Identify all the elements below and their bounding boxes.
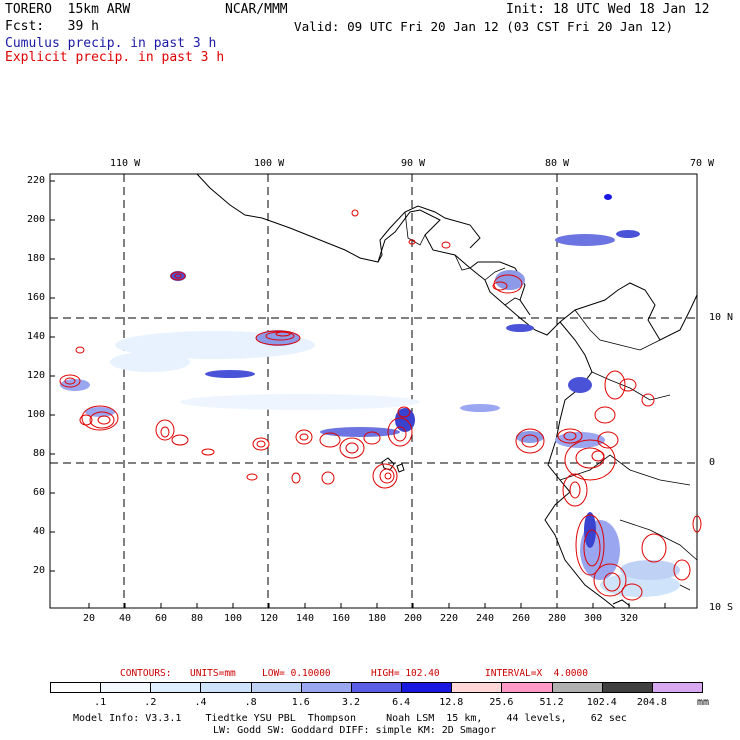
colorbar-swatch xyxy=(451,682,503,693)
forecast-hour: Fcst: 39 h xyxy=(5,19,99,34)
x-tick-label: 120 xyxy=(260,613,279,624)
y-tick-label: 40 xyxy=(33,526,46,537)
x-tick-label: 60 xyxy=(155,613,168,624)
y-tick-label: 220 xyxy=(27,175,46,186)
colorbar-swatch xyxy=(150,682,202,693)
y-tick-label: 160 xyxy=(27,292,46,303)
colorbar-label: 12.8 xyxy=(439,697,464,708)
colorbar-label: 6.4 xyxy=(392,697,411,708)
lat-label-0: 0 xyxy=(709,457,716,468)
legend-explicit: Explicit precip. in past 3 h xyxy=(5,50,225,65)
contours-interval: INTERVAL=X 4.0000 xyxy=(485,668,588,679)
cumulus-precip-shading xyxy=(60,194,680,597)
y-tick-label: 20 xyxy=(33,565,46,576)
physics-info: LW: Godd SW: Goddard DIFF: simple KM: 2D… xyxy=(213,725,496,736)
x-tick-label: 140 xyxy=(296,613,315,624)
colorbar-swatch xyxy=(601,682,653,693)
x-tick-label: 20 xyxy=(83,613,96,624)
latlon-grid xyxy=(50,174,697,608)
model-info: Model Info: V3.3.1 Tiedtke YSU PBL Thomp… xyxy=(73,713,627,724)
coastlines xyxy=(196,173,698,609)
x-tick-label: 320 xyxy=(620,613,639,624)
x-tick-label: 220 xyxy=(440,613,459,624)
colorbar-label: 102.4 xyxy=(586,697,617,708)
colorbar-swatch xyxy=(200,682,252,693)
colorbar-swatch xyxy=(651,682,703,693)
colorbar-swatch xyxy=(501,682,553,693)
lon-label-110w: 110 W xyxy=(110,158,141,169)
colorbar-swatch xyxy=(250,682,302,693)
y-tick-label: 140 xyxy=(27,331,46,342)
valid-time: Valid: 09 UTC Fri 20 Jan 12 (03 CST Fri … xyxy=(294,19,674,34)
organization-label: NCAR/MMM xyxy=(225,2,288,17)
colorbar-swatch xyxy=(401,682,453,693)
x-tick-label: 160 xyxy=(332,613,351,624)
contours-low: LOW= 0.10000 xyxy=(262,668,331,679)
colorbar-swatch xyxy=(551,682,603,693)
y-tick-label: 80 xyxy=(33,448,46,459)
contours-units: UNITS=mm xyxy=(190,668,236,679)
y-tick-marks xyxy=(50,180,55,572)
lon-label-80w: 80 W xyxy=(545,158,570,169)
lon-label-70w: 70 W xyxy=(690,158,715,169)
lat-label-10n: 10 N xyxy=(709,312,734,323)
x-tick-label: 40 xyxy=(119,613,132,624)
legend-cumulus: Cumulus precip. in past 3 h xyxy=(5,36,217,51)
x-tick-marks xyxy=(88,603,666,608)
map-frame xyxy=(49,173,698,609)
x-tick-label: 280 xyxy=(548,613,567,624)
colorbar-label: .8 xyxy=(244,697,257,708)
x-tick-label: 180 xyxy=(368,613,387,624)
explicit-precip-contours xyxy=(59,209,702,601)
y-tick-label: 120 xyxy=(27,370,46,381)
model-title: TORERO 15km ARW xyxy=(5,2,131,17)
colorbar-swatch xyxy=(350,682,403,693)
y-tick-label: 200 xyxy=(27,214,46,225)
colorbar-label: 1.6 xyxy=(291,697,310,708)
colorbar-swatch xyxy=(50,682,102,693)
colorbar-label: 51.2 xyxy=(539,697,564,708)
lon-label-100w: 100 W xyxy=(254,158,285,169)
colorbar-label: .1 xyxy=(94,697,107,708)
colorbar-label: 3.2 xyxy=(341,697,360,708)
lat-label-10s: 10 S xyxy=(709,602,734,613)
x-tick-label: 300 xyxy=(584,613,603,624)
colorbar-label: 204.8 xyxy=(636,697,667,708)
x-tick-label: 240 xyxy=(476,613,495,624)
colorbar-unit: mm xyxy=(697,697,710,708)
contours-label: CONTOURS: xyxy=(120,668,172,679)
colorbar-swatch xyxy=(100,682,152,693)
borders xyxy=(404,211,698,591)
x-tick-label: 200 xyxy=(404,613,423,624)
colorbar-swatch xyxy=(300,682,352,693)
y-tick-label: 60 xyxy=(33,487,46,498)
y-tick-label: 180 xyxy=(27,253,46,264)
colorbar-label: 25.6 xyxy=(489,697,514,708)
y-tick-label: 100 xyxy=(27,409,46,420)
x-tick-label: 100 xyxy=(224,613,243,624)
lon-label-90w: 90 W xyxy=(401,158,426,169)
init-time: Init: 18 UTC Wed 18 Jan 12 xyxy=(506,2,710,17)
x-tick-label: 260 xyxy=(512,613,531,624)
x-tick-label: 80 xyxy=(191,613,204,624)
colorbar-label: .2 xyxy=(144,697,157,708)
colorbar-label: .4 xyxy=(194,697,207,708)
contours-high: HIGH= 102.40 xyxy=(371,668,440,679)
